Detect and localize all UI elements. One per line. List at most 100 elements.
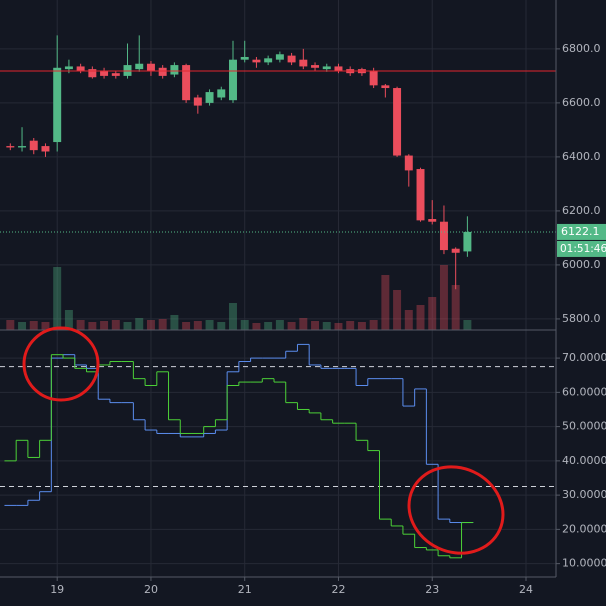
candle-body bbox=[416, 169, 425, 221]
candle-body bbox=[381, 85, 390, 89]
volume-bar bbox=[64, 310, 73, 330]
volume-bar bbox=[357, 322, 366, 330]
candle-body bbox=[369, 70, 378, 86]
candle-body bbox=[428, 219, 437, 222]
volume-bar bbox=[287, 322, 296, 330]
volume-bar bbox=[193, 321, 202, 330]
candle-body bbox=[193, 97, 202, 106]
y-tick-label: 6000.0 bbox=[562, 258, 601, 271]
candle-body bbox=[393, 88, 402, 156]
candle-body bbox=[264, 58, 273, 63]
candle-body bbox=[287, 55, 296, 63]
volume-bar bbox=[240, 320, 249, 330]
candle-body bbox=[205, 92, 214, 103]
volume-bar bbox=[322, 322, 331, 330]
highlight-circle bbox=[407, 465, 505, 555]
candle-body bbox=[252, 59, 261, 63]
candle-body bbox=[275, 54, 284, 60]
volume-bar bbox=[135, 318, 144, 330]
volume-bar bbox=[53, 267, 62, 330]
candle-body bbox=[334, 66, 343, 71]
volume-bar bbox=[311, 321, 320, 330]
y-tick-label: 30.0000 bbox=[562, 488, 606, 501]
candle-body bbox=[404, 155, 413, 171]
x-tick-label: 21 bbox=[238, 583, 252, 596]
y-tick-label: 5800.0 bbox=[562, 312, 601, 325]
candle-body bbox=[18, 146, 27, 148]
volume-bar bbox=[252, 323, 261, 330]
candle-body bbox=[170, 65, 179, 75]
y-tick-label: 70.0000 bbox=[562, 351, 606, 364]
volume-bar bbox=[76, 320, 85, 330]
candle-body bbox=[322, 66, 331, 70]
y-tick-label: 50.0000 bbox=[562, 420, 606, 433]
volume-bar bbox=[88, 322, 97, 330]
candle-body bbox=[100, 70, 109, 76]
highlight-circle bbox=[22, 326, 100, 402]
y-tick-label: 6800.0 bbox=[562, 42, 601, 55]
last-price-label: 6122.1 bbox=[561, 225, 600, 238]
candle-body bbox=[182, 65, 191, 101]
candle-body bbox=[64, 66, 73, 70]
volume-bar bbox=[100, 321, 109, 330]
volume-bar bbox=[41, 322, 50, 330]
volume-bar bbox=[416, 305, 425, 330]
x-tick-label: 24 bbox=[519, 583, 533, 596]
volume-bar bbox=[146, 320, 155, 330]
y-tick-label: 10.0000 bbox=[562, 557, 606, 570]
candle-body bbox=[88, 69, 97, 78]
volume-bar bbox=[6, 320, 15, 330]
volume-bar bbox=[439, 265, 448, 330]
y-tick-label: 40.0000 bbox=[562, 454, 606, 467]
last-price-box bbox=[557, 223, 606, 240]
candle-body bbox=[123, 65, 132, 76]
candle-body bbox=[135, 63, 144, 70]
candle-body bbox=[451, 248, 460, 253]
candle-body bbox=[463, 231, 472, 252]
volume-bar bbox=[451, 285, 460, 330]
volume-bar bbox=[463, 320, 472, 330]
candle-body bbox=[146, 63, 155, 71]
candle-body bbox=[158, 67, 167, 76]
y-tick-label: 6200.0 bbox=[562, 204, 601, 217]
x-tick-label: 23 bbox=[425, 583, 439, 596]
candle-body bbox=[6, 146, 15, 148]
volume-bar bbox=[158, 319, 167, 330]
y-tick-label: 6400.0 bbox=[562, 150, 601, 163]
candle-body bbox=[29, 140, 38, 151]
volume-bar bbox=[123, 322, 132, 330]
volume-bar bbox=[205, 320, 214, 330]
volume-bar bbox=[393, 290, 402, 330]
candle-body bbox=[111, 73, 120, 76]
volume-bar bbox=[182, 322, 191, 330]
countdown-label: 01:51:46 bbox=[560, 243, 606, 255]
volume-bar bbox=[264, 322, 273, 330]
volume-bar bbox=[404, 310, 413, 330]
candle-body bbox=[299, 59, 308, 67]
volume-bar bbox=[334, 323, 343, 330]
candle-body bbox=[439, 221, 448, 251]
candle-body bbox=[53, 67, 62, 143]
volume-bar bbox=[170, 315, 179, 330]
x-tick-label: 22 bbox=[331, 583, 345, 596]
candle-body bbox=[217, 89, 226, 98]
y-tick-label: 6600.0 bbox=[562, 96, 601, 109]
countdown-box bbox=[557, 240, 606, 257]
volume-bar bbox=[217, 322, 226, 330]
candle-body bbox=[240, 56, 249, 60]
volume-bar bbox=[275, 320, 284, 330]
volume-bar bbox=[111, 320, 120, 330]
volume-bar bbox=[299, 318, 308, 330]
volume-bar bbox=[346, 321, 355, 330]
candle-body bbox=[41, 146, 50, 152]
x-tick-label: 19 bbox=[50, 583, 64, 596]
labels: 5800.0 6000.0 6200.0 6400.0 6600.0 6800.0 6122… bbox=[50, 42, 606, 596]
candle-body bbox=[76, 66, 85, 71]
x-tick-label: 20 bbox=[144, 583, 158, 596]
volume-bar bbox=[428, 297, 437, 330]
volume-bar bbox=[229, 303, 237, 330]
y-tick-label: 60.0000 bbox=[562, 385, 606, 398]
candle-body bbox=[229, 59, 237, 101]
